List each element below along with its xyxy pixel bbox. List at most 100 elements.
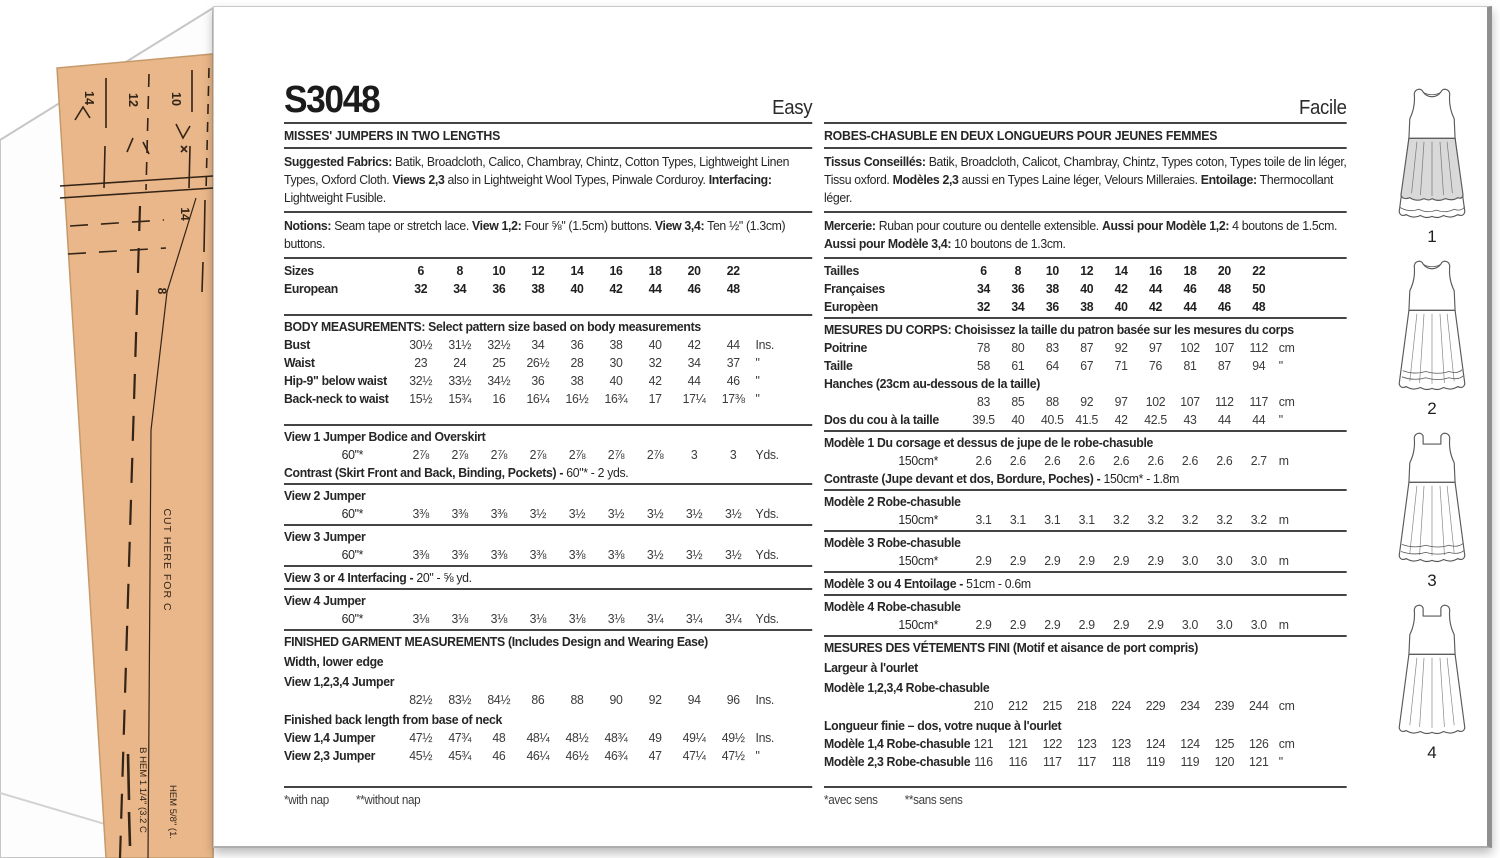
divider bbox=[284, 565, 813, 567]
table-cell: 125 bbox=[1214, 736, 1235, 751]
table-cell: 234 bbox=[1180, 698, 1200, 713]
table-cell: 120 bbox=[1214, 754, 1235, 769]
text-segment: Aussi pour Modèle 3,4: bbox=[824, 236, 952, 251]
table-cell: 117 bbox=[1249, 394, 1269, 409]
table-cell: 47½ bbox=[721, 748, 745, 763]
table-cell: 218 bbox=[1076, 698, 1097, 713]
table-row: 150cm* 2.9 2.9 2.9 2.9 2.9 2.9 3.0 3.0 3.0 m bbox=[824, 552, 1347, 570]
table-cell: 38 bbox=[570, 373, 584, 388]
table-cell: 3⅛ bbox=[568, 611, 586, 626]
table-cell: 15½ bbox=[409, 391, 433, 406]
table-cell: 42 bbox=[609, 281, 623, 296]
text-segment: Modèle 3 ou 4 Entoilage - bbox=[824, 576, 967, 591]
table-cell: 15¾ bbox=[448, 391, 472, 406]
finished-sub2-fr: Modèle 1,2,3,4 Robe-chasuble bbox=[824, 680, 990, 695]
table-cell: 3.1 bbox=[1078, 512, 1095, 527]
sizes-table-en: Sizes 6 8 10 12 14 16 18 20 22 European 32 34 36 38 40 4… bbox=[284, 262, 812, 298]
table-cell: 17 bbox=[648, 391, 662, 406]
table-cell bbox=[753, 280, 813, 298]
table-cell bbox=[824, 697, 966, 715]
table-cell: 3⅛ bbox=[451, 611, 469, 626]
table-cell: 28 bbox=[570, 355, 584, 370]
table-cell: 76 bbox=[1149, 358, 1163, 373]
table-cell: 3½ bbox=[685, 506, 703, 521]
table-cell: 2.9 bbox=[1009, 553, 1026, 568]
table-cell: Waist bbox=[284, 355, 315, 370]
divider bbox=[284, 786, 813, 788]
table-cell: 112 bbox=[1249, 340, 1269, 355]
table-cell: 46¼ bbox=[526, 748, 550, 763]
table-cell: 16¼ bbox=[526, 391, 550, 406]
table-cell: 83½ bbox=[448, 692, 472, 707]
table-cell: 34 bbox=[976, 281, 990, 296]
table-cell: 124 bbox=[1180, 736, 1200, 751]
table-cell: 96 bbox=[726, 692, 740, 707]
table-row: Poitrine 78 80 83 87 92 97 102 107 112 cm bbox=[824, 339, 1347, 357]
table-cell: 48¼ bbox=[526, 730, 550, 745]
table-cell: 112 bbox=[1215, 394, 1234, 409]
body-measurements-heading-fr: MESURES DU CORPS: Choisissez la taille d… bbox=[824, 322, 1294, 337]
table-cell: 150cm* bbox=[898, 512, 939, 527]
table-cell: 102 bbox=[1180, 340, 1200, 355]
table-cell: 48 bbox=[492, 730, 506, 745]
table-cell: 48 bbox=[726, 281, 740, 296]
pattern-tissue bbox=[56, 53, 214, 858]
table-cell: " bbox=[755, 355, 760, 370]
difficulty-label-fr: Facile bbox=[1298, 97, 1347, 119]
table-cell: 38 bbox=[531, 281, 545, 296]
view-number: 3 bbox=[1427, 571, 1437, 590]
divider bbox=[284, 588, 813, 590]
table-cell: 2.9 bbox=[1078, 553, 1095, 568]
table-cell: 212 bbox=[1008, 698, 1028, 713]
table-cell: Ins. bbox=[755, 337, 775, 352]
table-cell: 3½ bbox=[724, 506, 742, 521]
table-cell: 3.0 bbox=[1181, 553, 1198, 568]
table-cell: 49½ bbox=[721, 730, 745, 745]
long-dashed-grainline bbox=[118, 205, 142, 858]
text-segment: aussi en Types Laine léger, Velours Mill… bbox=[958, 172, 1201, 187]
dashed-size-line bbox=[145, 73, 150, 191]
table-cell: 118 bbox=[1111, 754, 1131, 769]
table-cell: 3¼ bbox=[646, 611, 664, 626]
notch-mark bbox=[74, 105, 91, 121]
table-cell: Sizes bbox=[284, 263, 314, 278]
table-cell: 17⅜ bbox=[721, 391, 745, 406]
table-cell: 3.1 bbox=[1009, 512, 1026, 527]
table-cell: 48 bbox=[1217, 281, 1231, 296]
table-cell: 78 bbox=[976, 340, 990, 355]
finished-sub3-en: Finished back length from base of neck bbox=[284, 712, 502, 727]
table-cell: Dos du cou à la taille bbox=[824, 412, 939, 427]
divider bbox=[284, 314, 813, 316]
table-cell bbox=[1276, 262, 1347, 280]
text-segment: Batik, Broadcloth, Calico, Chambray, Chi… bbox=[284, 154, 790, 187]
table-cell: 60"* bbox=[341, 611, 364, 626]
table-cell: 82½ bbox=[409, 692, 433, 707]
table-cell: 2⅞ bbox=[568, 447, 586, 462]
table-cell: 6 bbox=[417, 263, 424, 278]
table-cell: m bbox=[1278, 453, 1289, 468]
view2-yardage-table-en: 60"* 3⅜ 3⅜ 3⅜ 3½ 3½ 3½ 3½ 3½ 3½ Yds. bbox=[284, 505, 812, 523]
text-segment: View 3 or 4 Interfacing - bbox=[284, 570, 417, 585]
table-cell: 46½ bbox=[565, 748, 589, 763]
table-cell: " bbox=[755, 748, 760, 763]
table-cell: 3.0 bbox=[1216, 553, 1233, 568]
table-cell: 34 bbox=[687, 355, 701, 370]
table-cell: 34 bbox=[531, 337, 545, 352]
table-cell: 3½ bbox=[724, 547, 742, 562]
gather-lines bbox=[1411, 141, 1453, 196]
divider bbox=[284, 147, 813, 149]
table-cell: Yds. bbox=[755, 547, 780, 562]
text-segment: Ten ½" (1.3cm) buttons. bbox=[284, 218, 786, 251]
table-cell: 3.2 bbox=[1216, 512, 1233, 527]
footnote-avec-sens: *avec sens bbox=[824, 793, 878, 807]
divider bbox=[824, 122, 1347, 124]
table-row: 60"* 2⅞ 2⅞ 2⅞ 2⅞ 2⅞ 2⅞ 2⅞ 3 3 Yds. bbox=[284, 446, 812, 464]
table-cell: 123 bbox=[1076, 736, 1097, 751]
table-cell: 2⅞ bbox=[646, 447, 664, 462]
table-cell: 45¾ bbox=[448, 748, 472, 763]
view-number: 1 bbox=[1427, 227, 1437, 246]
table-cell: 16 bbox=[609, 263, 623, 278]
divider bbox=[824, 571, 1347, 573]
text-segment: Entoilage: bbox=[1200, 172, 1257, 187]
table-cell: 97 bbox=[1114, 394, 1128, 409]
